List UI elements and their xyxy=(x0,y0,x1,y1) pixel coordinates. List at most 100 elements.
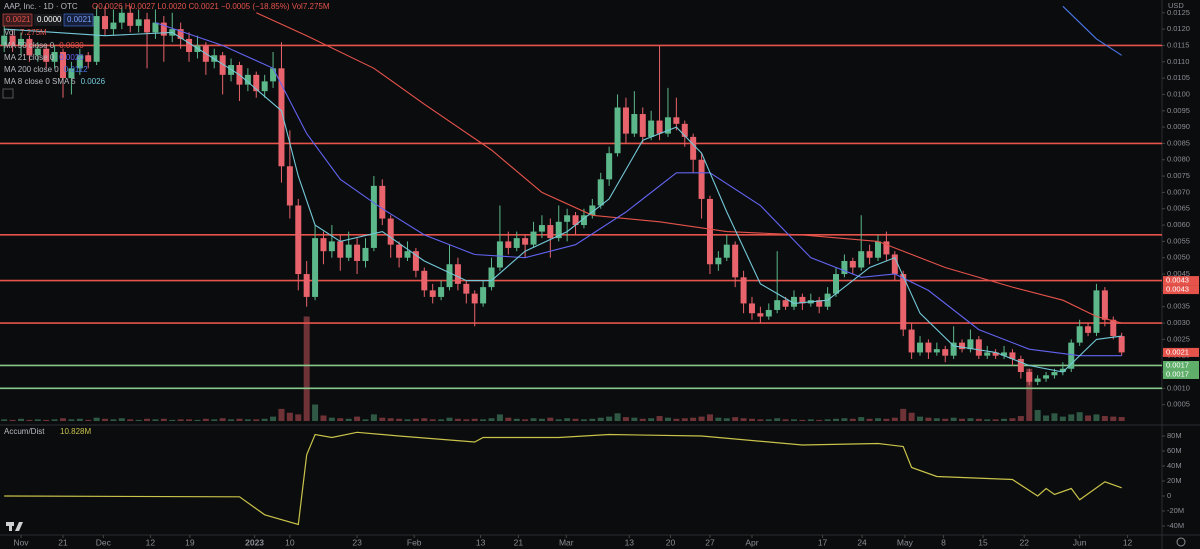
volume-bar xyxy=(102,418,109,421)
volume-bar xyxy=(849,418,856,421)
volume-bar xyxy=(706,414,713,421)
x-tick-label: 17 xyxy=(818,537,828,547)
candle-body xyxy=(925,342,932,353)
ma-line xyxy=(155,22,1122,357)
y-tick-label: 0.0085 xyxy=(1167,138,1190,147)
candle-body xyxy=(1059,368,1066,373)
volume-bar xyxy=(312,404,319,421)
x-tick-label: Apr xyxy=(745,537,758,547)
volume-bar xyxy=(908,412,915,421)
candle-body xyxy=(967,339,974,350)
volume-bar xyxy=(673,418,680,421)
candle-body xyxy=(816,300,823,307)
candle-body xyxy=(110,22,117,30)
candle-body xyxy=(790,296,797,307)
y-tick-label: 0.0050 xyxy=(1167,253,1190,262)
y-tick-label: 0.0075 xyxy=(1167,171,1190,180)
candle-body xyxy=(312,238,319,297)
x-tick-label: 21 xyxy=(514,537,524,547)
candle-body xyxy=(648,120,655,137)
volume-bar xyxy=(320,415,327,421)
candle-body xyxy=(1009,352,1016,359)
volume-bar xyxy=(26,419,33,421)
candle-body xyxy=(370,185,377,248)
y-tick-label: 0.0120 xyxy=(1167,24,1190,33)
volume-bar xyxy=(144,418,151,421)
volume-bar xyxy=(278,408,285,421)
candle-body xyxy=(748,303,755,314)
candle-body xyxy=(698,159,705,199)
volume-bar xyxy=(748,418,755,421)
volume-bar xyxy=(236,418,243,421)
x-tick-label: Mar xyxy=(559,537,574,547)
y-tick-label: 0.0090 xyxy=(1167,122,1190,131)
volume-bar xyxy=(76,418,83,421)
price-label: 0.0017 xyxy=(1166,369,1189,378)
volume-bar xyxy=(379,417,386,421)
legend-name: MA 50 close 0 xyxy=(4,41,55,50)
y-tick-label: 0.0070 xyxy=(1167,187,1190,196)
volume-bar xyxy=(992,419,999,421)
price-box-text: 0.0021 xyxy=(6,15,31,24)
volume-bar xyxy=(169,419,176,421)
volume-bar xyxy=(1118,416,1125,421)
y-tick-label: 0.0105 xyxy=(1167,73,1190,82)
volume-bar xyxy=(790,419,797,421)
volume-bar xyxy=(1085,415,1092,421)
settings-icon[interactable] xyxy=(1176,537,1186,547)
volume-bar xyxy=(387,418,394,421)
candle-body xyxy=(1093,290,1100,333)
volume-bar xyxy=(60,418,67,421)
candle-body xyxy=(438,287,445,297)
volume-bar xyxy=(807,419,814,421)
volume-bar xyxy=(1101,416,1108,421)
volume-bar xyxy=(135,419,142,421)
candle-body xyxy=(1101,290,1108,320)
x-tick-label: 15 xyxy=(978,537,988,547)
volume-bar xyxy=(530,418,537,421)
volume-bar xyxy=(858,417,865,421)
candle-body xyxy=(740,277,747,304)
candle-body xyxy=(379,185,386,219)
volume-bar xyxy=(202,418,209,421)
volume-bar xyxy=(732,417,739,421)
candle-body xyxy=(833,274,840,294)
x-tick-label: 8 xyxy=(941,537,946,547)
volume-bar xyxy=(505,417,512,421)
candle-body xyxy=(219,55,226,75)
volume-bar xyxy=(1059,416,1066,421)
candle-body xyxy=(606,153,613,180)
candle-body xyxy=(564,215,571,222)
volume-bar xyxy=(1051,413,1058,421)
volume-bar xyxy=(841,418,848,421)
candle-body xyxy=(471,293,478,304)
volume-bar xyxy=(1017,416,1024,421)
x-tick-label: 13 xyxy=(625,537,635,547)
candle-body xyxy=(858,251,865,268)
volume-bar xyxy=(152,419,159,421)
volume-bar xyxy=(740,418,747,421)
volume-bar xyxy=(925,417,932,421)
volume-bar xyxy=(933,418,940,421)
x-tick-label: May xyxy=(897,537,914,547)
candle-body xyxy=(547,225,554,239)
candle-body xyxy=(152,22,159,33)
x-tick-label: 12 xyxy=(1123,537,1133,547)
price-box xyxy=(34,14,62,26)
volume-bar xyxy=(547,417,554,421)
x-tick-label: Nov xyxy=(13,537,29,547)
y-tick-label: 60M xyxy=(1167,446,1182,455)
volume-bar xyxy=(1093,414,1100,421)
price-label-box xyxy=(1163,285,1199,295)
candle-body xyxy=(144,19,151,33)
candle-body xyxy=(900,274,907,330)
candle-body xyxy=(412,251,419,271)
volume-bar xyxy=(597,417,604,421)
y-tick-label: 0.0005 xyxy=(1167,400,1190,409)
volume-bar xyxy=(942,418,949,421)
collapse-button[interactable] xyxy=(2,88,14,99)
candle-body xyxy=(975,339,982,356)
candle-body xyxy=(715,257,722,265)
volume-value: 7.275M xyxy=(20,28,47,37)
